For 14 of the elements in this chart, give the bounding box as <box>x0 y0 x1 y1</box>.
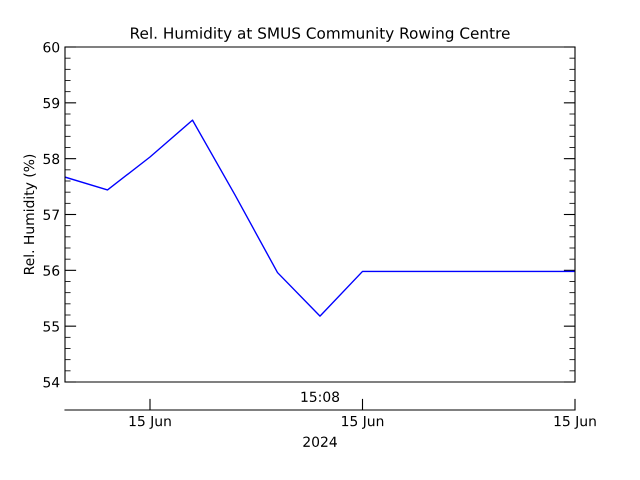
y-tick-label: 58 <box>44 154 60 164</box>
y-tick-label: 56 <box>44 265 60 276</box>
text: 2024 <box>303 436 337 448</box>
chart-title: Rel. Humidity at SMUS Community Rowing Centre <box>131 27 510 42</box>
x-tick-label: 15 Jun <box>554 416 596 429</box>
x-tick-label: 15 Jun <box>130 416 171 429</box>
text: 15:08 <box>302 392 340 402</box>
y-tick-label: 57 <box>44 210 59 220</box>
y-tick-label: 60 <box>43 42 60 52</box>
x-tick-label: 15 Jun <box>342 416 384 429</box>
y-tick-label: 59 <box>44 98 60 108</box>
y-tick-label: 55 <box>44 321 59 332</box>
y-tick-label: 54 <box>44 377 60 388</box>
y-axis-title: Rel. Humidity (%) <box>23 154 37 274</box>
